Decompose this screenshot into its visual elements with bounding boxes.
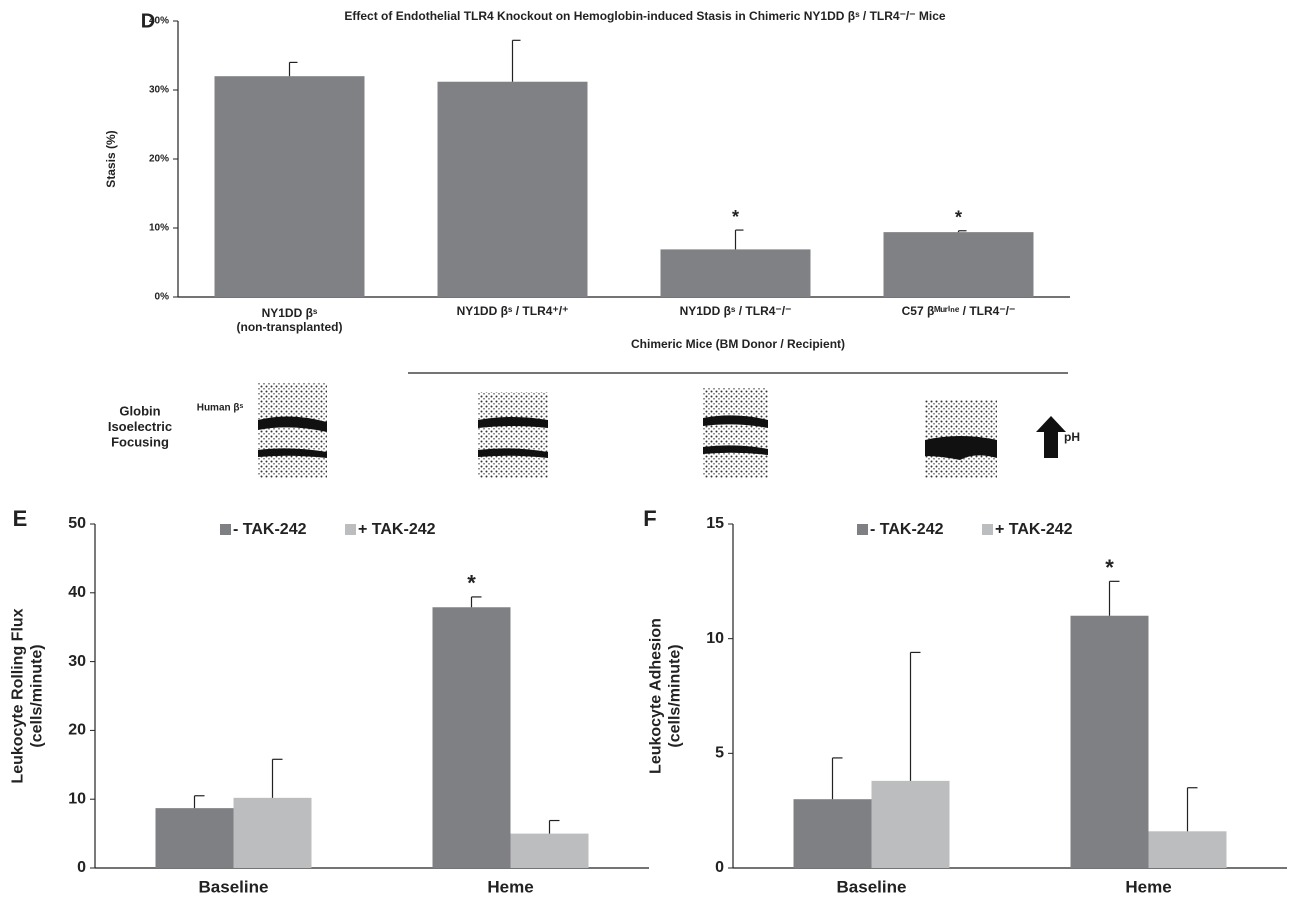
panel-letter: F <box>643 506 656 531</box>
bar <box>1149 831 1227 868</box>
y-tick-label: 20 <box>68 722 86 739</box>
legend-swatch <box>345 524 356 535</box>
significance-label: * <box>732 207 739 227</box>
bar <box>511 834 589 868</box>
error-bar <box>833 758 843 799</box>
x-tick-label: Baseline <box>837 877 907 896</box>
y-tick-label: 10 <box>706 630 724 647</box>
x-tick-label: NY1DD βˢ(non-transplanted) <box>237 306 343 334</box>
significance-label: * <box>955 208 962 228</box>
bar <box>661 249 811 297</box>
y-tick-label: 0 <box>77 859 86 876</box>
x-tick-label: Heme <box>487 877 533 896</box>
y-axis-label: Leukocyte Adhesion(cells/minute) <box>648 618 684 774</box>
y-tick-label: 10 <box>68 790 86 807</box>
legend-label: + TAK-242 <box>358 521 436 538</box>
x-tick-label: Heme <box>1125 877 1171 896</box>
legend-swatch <box>857 524 868 535</box>
bar <box>884 232 1034 297</box>
bar <box>156 808 234 868</box>
gel-strips <box>258 383 1066 478</box>
error-bar <box>472 597 482 607</box>
x-tick-label: NY1DD βˢ / TLR4⁺/⁺ <box>457 304 569 318</box>
error-bar <box>911 652 921 780</box>
bar <box>433 607 511 868</box>
y-tick-label: 5 <box>715 745 724 762</box>
bar <box>872 781 950 868</box>
y-tick-label: 15 <box>706 515 724 532</box>
error-bar <box>1110 581 1120 615</box>
y-tick-label: 50 <box>68 515 86 532</box>
significance-label: * <box>467 571 476 596</box>
significance-label: * <box>1105 555 1114 580</box>
x-tick-label: Baseline <box>199 877 269 896</box>
gel-band-label: Human βˢ <box>197 403 244 414</box>
y-tick-label: 30% <box>149 85 169 96</box>
y-tick-label: 40 <box>68 584 86 601</box>
y-tick-label: 10% <box>149 223 169 234</box>
y-axis-label: Leukocyte Rolling Flux(cells/minute) <box>10 608 46 783</box>
x-tick-label: NY1DD βˢ / TLR4⁻/⁻ <box>680 304 792 318</box>
panel-letter: E <box>13 506 28 531</box>
error-bar <box>736 230 744 249</box>
y-tick-label: 40% <box>149 16 169 27</box>
error-bar <box>513 40 521 81</box>
error-bar <box>290 62 298 76</box>
y-tick-label: 30 <box>68 653 86 670</box>
legend-swatch <box>220 524 231 535</box>
group-label: Chimeric Mice (BM Donor / Recipient) <box>631 337 845 351</box>
y-tick-label: 0 <box>715 859 724 876</box>
legend-label: - TAK-242 <box>233 521 307 538</box>
bar <box>234 798 312 868</box>
bar <box>794 799 872 868</box>
legend-label: - TAK-242 <box>870 521 944 538</box>
y-tick-label: 20% <box>149 154 169 165</box>
error-bar <box>959 231 967 232</box>
error-bar <box>1188 788 1198 832</box>
y-axis-label: Stasis (%) <box>104 130 118 187</box>
chart-title: Effect of Endothelial TLR4 Knockout on H… <box>344 9 946 23</box>
y-tick-label: 0% <box>155 292 170 303</box>
error-bar <box>550 821 560 834</box>
bar <box>215 76 365 297</box>
figure: Chimeric Mice (BM Donor / Recipient) Glo… <box>0 0 1289 900</box>
error-bar <box>273 759 283 798</box>
legend-swatch <box>982 524 993 535</box>
gel-axis-label: pH <box>1064 430 1080 444</box>
legend-label: + TAK-242 <box>995 521 1073 538</box>
bar <box>438 82 588 297</box>
x-tick-label: C57 βᴹᵘʳⁱⁿᵉ / TLR4⁻/⁻ <box>902 304 1016 318</box>
error-bar <box>195 796 205 808</box>
bar <box>1071 616 1149 868</box>
